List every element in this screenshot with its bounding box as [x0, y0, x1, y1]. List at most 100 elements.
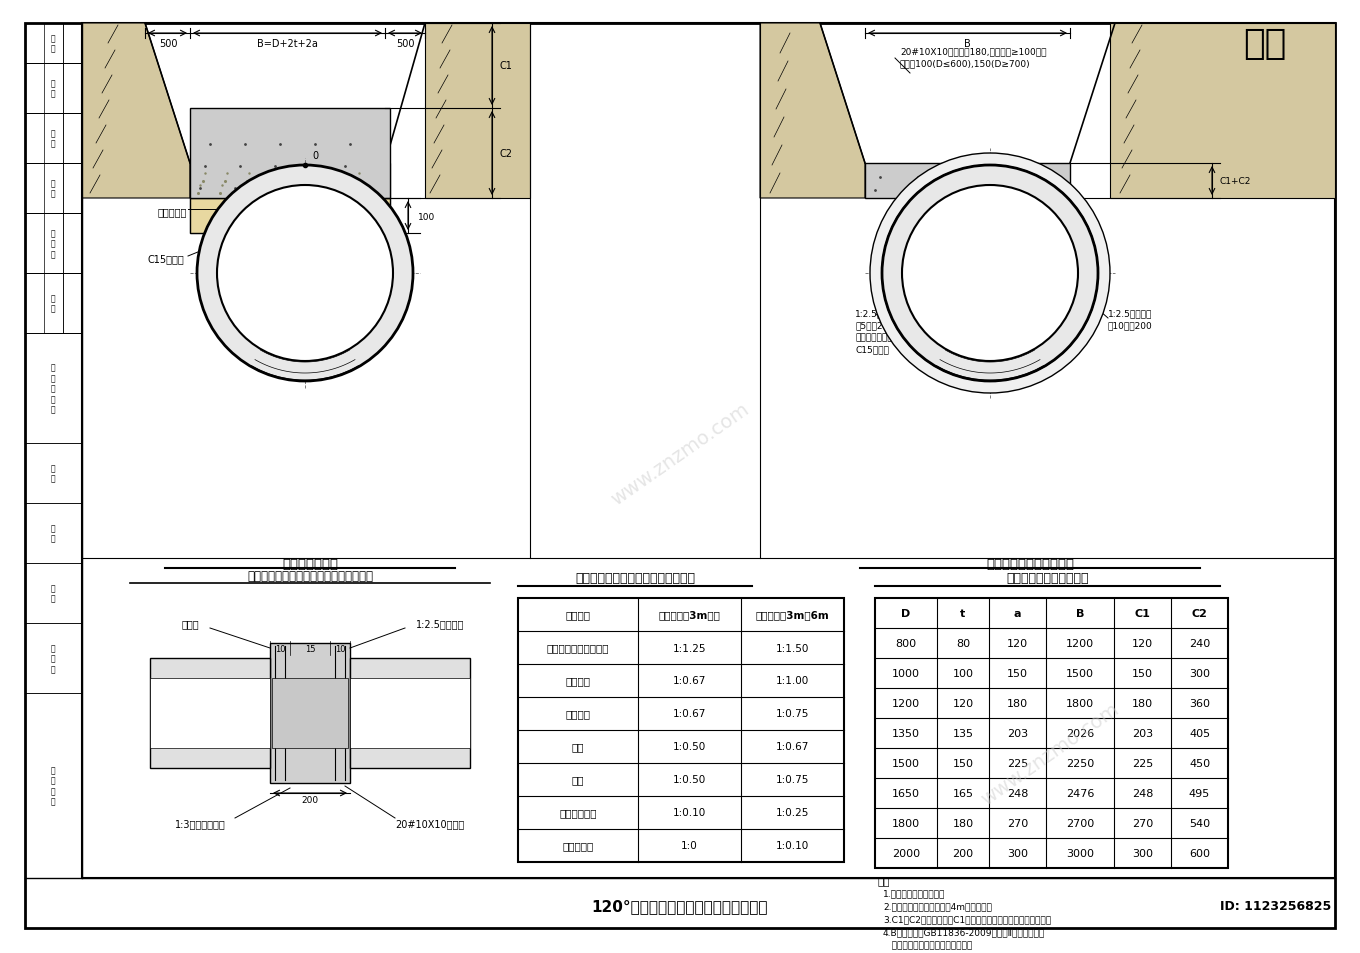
Text: 标
记: 标 记: [50, 583, 56, 603]
Text: 2.本图适用于暗土小于等于4m内水管道。: 2.本图适用于暗土小于等于4m内水管道。: [883, 902, 991, 910]
Text: 审
核: 审 核: [50, 130, 56, 149]
Text: 管基深100(D≤600),150(D≥700): 管基深100(D≤600),150(D≥700): [900, 59, 1031, 69]
Text: 3000: 3000: [1066, 848, 1093, 858]
Text: 1:0.75: 1:0.75: [775, 709, 809, 719]
Bar: [44, 213, 63, 274]
Text: 1.本图尺寸均以毫米计。: 1.本图尺寸均以毫米计。: [883, 888, 945, 898]
Text: 排水管接口（钉丝网水泥砂浆抗带接口）: 排水管接口（钉丝网水泥砂浆抗带接口）: [248, 569, 373, 582]
Bar: [24, 563, 82, 623]
Polygon shape: [1110, 24, 1336, 199]
Text: 203: 203: [1132, 728, 1153, 739]
Text: 1:2.5水泥砂浆: 1:2.5水泥砂浆: [1108, 309, 1152, 318]
Text: 处
数: 处 数: [50, 524, 56, 543]
Text: 225: 225: [1006, 759, 1028, 768]
Text: 厚5、宽200: 厚5、宽200: [855, 321, 894, 330]
Bar: [24, 213, 82, 274]
Bar: [44, 113, 63, 164]
Text: 1:2.5水泥砂浆: 1:2.5水泥砂浆: [855, 309, 899, 318]
Bar: [24, 24, 82, 64]
Text: 120°: 120°: [985, 284, 1012, 294]
Text: 1500: 1500: [892, 759, 919, 768]
Circle shape: [883, 166, 1098, 381]
Bar: [350, 659, 471, 768]
Text: 砂砾石垫层: 砂砾石垫层: [158, 207, 188, 216]
Text: 钉丝网水泥砂浆抗带接口: 钉丝网水泥砂浆抗带接口: [1006, 572, 1089, 585]
Text: 150: 150: [1132, 668, 1153, 679]
Text: 300: 300: [1132, 848, 1153, 858]
Text: 1:0.67: 1:0.67: [673, 676, 706, 686]
Bar: [24, 623, 82, 693]
Bar: [190, 164, 390, 199]
Text: 1:1.50: 1:1.50: [775, 643, 809, 653]
Text: 360: 360: [1189, 699, 1210, 708]
Text: 1500: 1500: [1066, 668, 1093, 679]
Bar: [24, 113, 82, 164]
Text: 有裂缝的岩石: 有裂缝的岩石: [559, 807, 597, 818]
Text: 0: 0: [311, 151, 318, 161]
Text: 165: 165: [952, 788, 974, 799]
Bar: [190, 109, 390, 199]
Text: 100: 100: [418, 213, 435, 221]
Polygon shape: [424, 24, 530, 199]
Text: 2026: 2026: [1066, 728, 1095, 739]
Text: 120: 120: [1132, 639, 1153, 648]
Text: 300: 300: [1006, 848, 1028, 858]
Bar: [44, 24, 63, 64]
Text: 挪方深度为3m以内: 挪方深度为3m以内: [658, 610, 721, 619]
Text: 1:0.75: 1:0.75: [775, 775, 809, 784]
Text: 1200: 1200: [892, 699, 921, 708]
Text: C1: C1: [1134, 608, 1151, 618]
Text: 基础结构断面图: 基础结构断面图: [282, 557, 339, 570]
Text: 200: 200: [302, 796, 318, 804]
Circle shape: [883, 166, 1098, 381]
Text: d: d: [1021, 221, 1028, 231]
Bar: [63, 213, 82, 274]
Text: 分
区: 分 区: [50, 464, 56, 483]
Text: 450: 450: [1189, 759, 1210, 768]
Text: B: B: [1076, 608, 1084, 618]
Text: www.znzmo.com: www.znzmo.com: [978, 699, 1122, 808]
Text: 粘土: 粘土: [571, 741, 585, 752]
Bar: [271, 643, 350, 783]
Circle shape: [902, 186, 1078, 361]
Text: C2: C2: [500, 149, 513, 159]
Text: 10: 10: [335, 644, 345, 653]
Text: 2250: 2250: [1066, 759, 1095, 768]
Text: 180: 180: [952, 818, 974, 828]
Text: 270: 270: [1006, 818, 1028, 828]
Circle shape: [197, 166, 413, 381]
Text: 1000: 1000: [892, 668, 919, 679]
Bar: [518, 598, 845, 862]
Text: 1:0.67: 1:0.67: [775, 741, 809, 752]
Bar: [82, 24, 1336, 878]
Text: d: d: [337, 224, 343, 233]
Text: 100: 100: [952, 668, 974, 679]
Text: 240: 240: [1189, 639, 1210, 648]
Text: 批
准: 批 准: [50, 34, 56, 53]
Text: www.znzmo.com: www.znzmo.com: [208, 199, 352, 309]
Text: C1: C1: [500, 61, 513, 71]
Text: 2000: 2000: [892, 848, 921, 858]
Bar: [44, 64, 63, 113]
Bar: [24, 64, 82, 113]
Bar: [190, 164, 385, 199]
Text: C2: C2: [1191, 608, 1208, 618]
Text: 80: 80: [956, 639, 970, 648]
Text: 管基相接处凿毛: 管基相接处凿毛: [855, 334, 892, 342]
Text: 300: 300: [1189, 668, 1210, 679]
Text: 设
计: 设 计: [50, 179, 56, 198]
Text: 砂质粘土: 砂质粘土: [566, 709, 590, 719]
Circle shape: [870, 153, 1110, 394]
Text: 200: 200: [952, 848, 974, 858]
Bar: [24, 64, 82, 113]
Text: 知末: 知末: [1243, 27, 1287, 61]
Text: 495: 495: [1189, 788, 1210, 799]
Text: 4.B值根据国标GB11836-2009所给的Ⅱ级管管壁所定: 4.B值根据国标GB11836-2009所给的Ⅱ级管管壁所定: [883, 927, 1046, 937]
Text: 225: 225: [1132, 759, 1153, 768]
Text: 施工时可根据管材具体情况调整。: 施工时可根据管材具体情况调整。: [883, 941, 972, 949]
Bar: [865, 164, 1070, 199]
Text: 坚实的岩石: 坚实的岩石: [563, 841, 593, 851]
Text: 1:0.10: 1:0.10: [775, 841, 809, 851]
Bar: [63, 164, 82, 213]
Text: 厚10、宽200: 厚10、宽200: [1108, 321, 1153, 330]
